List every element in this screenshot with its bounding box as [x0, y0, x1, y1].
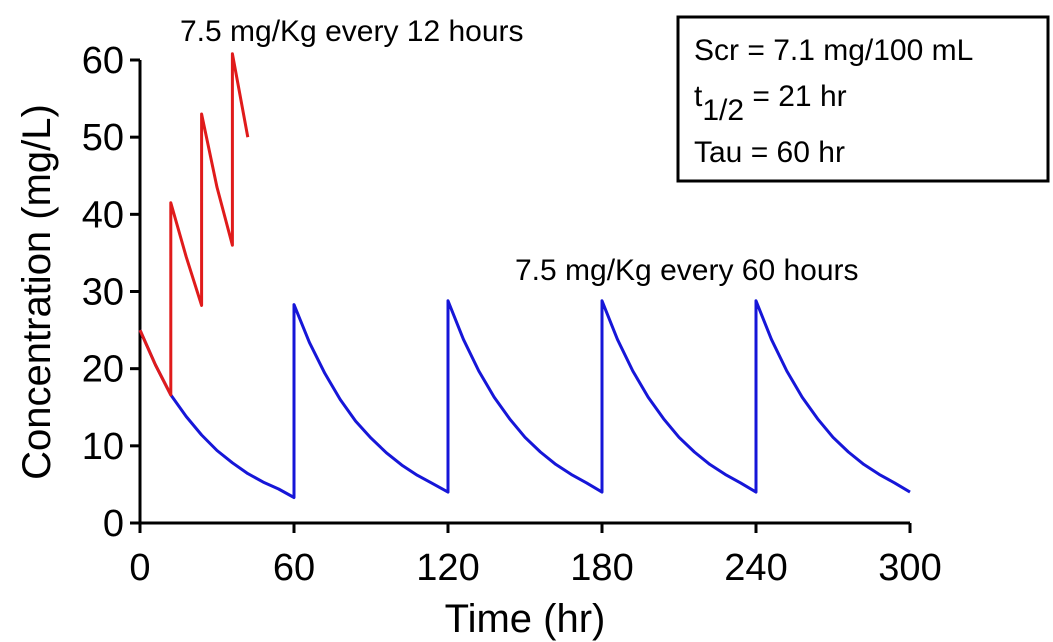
x-tick-label: 180 [570, 547, 633, 589]
x-tick-label: 60 [273, 547, 315, 589]
y-tick-label: 50 [82, 117, 124, 159]
y-tick-label: 60 [82, 40, 124, 82]
info-box: Scr = 7.1 mg/100 mL t1/2 = 21 hr Tau = 6… [676, 15, 1050, 183]
x-tick-label: 120 [416, 547, 479, 589]
info-scr: Scr = 7.1 mg/100 mL [694, 34, 973, 67]
x-ticks: 0 60 120 180 240 300 [129, 523, 942, 589]
x-axis-title: Time (hr) [445, 597, 606, 641]
annotation-60-hours: 7.5 mg/Kg every 60 hours [515, 254, 859, 287]
series-layer [138, 52, 911, 499]
x-tick-label: 240 [724, 547, 787, 589]
y-tick-label: 0 [103, 503, 124, 545]
info-half-life-value: = 21 hr [744, 80, 847, 113]
info-tau: Tau = 60 hr [694, 136, 845, 169]
y-tick-label: 10 [82, 426, 124, 468]
series-line-0 [138, 299, 911, 499]
y-ticks: 0 10 20 30 40 50 60 [82, 40, 140, 545]
x-tick-label: 0 [129, 547, 150, 589]
annotation-12-hours: 7.5 mg/Kg every 12 hours [180, 15, 524, 48]
info-half-life-subscript: 1/2 [702, 94, 744, 127]
y-tick-label: 20 [82, 349, 124, 391]
x-tick-label: 300 [878, 547, 941, 589]
info-half-life: t1/2 = 21 hr [694, 80, 847, 127]
series-line-1 [138, 52, 250, 397]
y-tick-label: 40 [82, 194, 124, 236]
y-axis-title: Concentration (mg/L) [15, 104, 59, 480]
y-tick-label: 30 [82, 272, 124, 314]
info-half-life-symbol: t [694, 80, 703, 113]
info-box-border [676, 15, 1050, 183]
